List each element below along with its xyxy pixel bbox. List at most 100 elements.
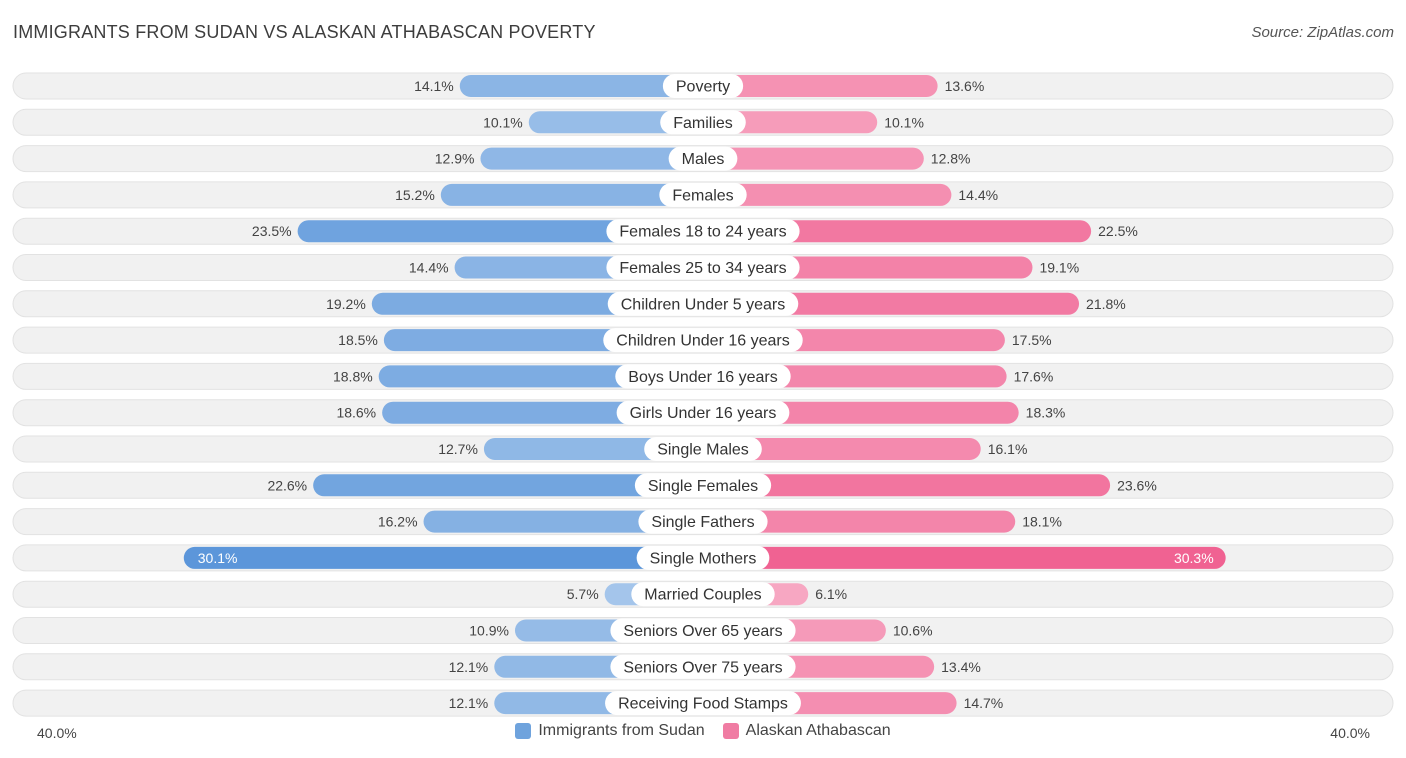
- bar-athabascan-females: [692, 183, 952, 206]
- category-pill: [616, 400, 790, 425]
- category-pill: [615, 364, 791, 389]
- legend: Immigrants from Sudan Alaskan Athabascan: [0, 722, 1406, 740]
- category-pill: [659, 182, 747, 207]
- row-girls-under-16-years: Girls Under 16 years 18.6% 18.3%: [12, 399, 1394, 427]
- bar-sudan-females: [440, 183, 714, 206]
- value-label-sudan-children-under-5-years: 19.2%: [326, 296, 366, 312]
- category-label-single-females: Single Females: [648, 478, 758, 495]
- value-label-athabascan-seniors-over-65-years: 10.6%: [893, 623, 933, 639]
- bar-sudan-poverty: [459, 75, 714, 97]
- row-single-males: Single Males 12.7% 16.1%: [12, 435, 1394, 463]
- category-label-girls-under-16-years: Girls Under 16 years: [630, 405, 777, 422]
- category-pill: [644, 437, 762, 461]
- value-label-sudan-single-fathers: 16.2%: [378, 514, 418, 530]
- bar-athabascan-single-males: [692, 438, 981, 460]
- category-pill: [660, 110, 746, 135]
- value-label-sudan-boys-under-16-years: 18.8%: [333, 368, 373, 384]
- category-label-receiving-food-stamps: Receiving Food Stamps: [618, 696, 788, 713]
- value-label-athabascan-poverty: 13.6%: [945, 78, 985, 94]
- row-single-females: Single Females 22.6% 23.6%: [12, 471, 1394, 499]
- row-females-18-to-24-years: Females 18 to 24 years 23.5% 22.5%: [12, 217, 1394, 245]
- value-label-athabascan-children-under-16-years: 17.5%: [1012, 332, 1052, 348]
- value-label-athabascan-seniors-over-75-years: 13.4%: [941, 659, 981, 675]
- row-males: Males 12.9% 12.8%: [12, 145, 1394, 173]
- value-label-athabascan-families: 10.1%: [884, 114, 924, 130]
- value-label-athabascan-single-males: 16.1%: [988, 441, 1028, 457]
- row-females: Females 15.2% 14.4%: [12, 181, 1394, 209]
- category-label-single-males: Single Males: [657, 442, 749, 459]
- row-single-mothers: Single Mothers 30.1% 30.3%: [12, 544, 1394, 572]
- category-label-married-couples: Married Couples: [644, 587, 761, 604]
- legend-label-sudan: Immigrants from Sudan: [538, 722, 705, 739]
- value-label-athabascan-married-couples: 6.1%: [815, 586, 847, 602]
- bar-athabascan-single-mothers: [692, 546, 1226, 569]
- category-pill: [668, 146, 738, 171]
- bar-athabascan-males: [692, 147, 924, 170]
- axis-left-label: 40.0%: [37, 725, 77, 741]
- legend-swatch-athabascan: [722, 723, 739, 739]
- value-label-athabascan-females: 14.4%: [958, 187, 998, 203]
- category-pill: [605, 691, 801, 716]
- value-label-sudan-males: 12.9%: [435, 151, 475, 167]
- value-label-sudan-females-18-to-24-years: 23.5%: [252, 223, 292, 239]
- category-pill: [634, 473, 772, 498]
- value-label-athabascan-children-under-5-years: 21.8%: [1086, 296, 1126, 312]
- value-label-sudan-single-males: 12.7%: [438, 441, 478, 457]
- value-label-sudan-families: 10.1%: [483, 114, 523, 130]
- bar-sudan-single-mothers: [183, 546, 714, 569]
- value-label-athabascan-single-mothers: 30.3%: [1174, 550, 1214, 566]
- legend-label-athabascan: Alaskan Athabascan: [745, 722, 891, 739]
- chart-title: IMMIGRANTS FROM SUDAN VS ALASKAN ATHABAS…: [13, 22, 596, 42]
- category-label-children-under-5-years: Children Under 5 years: [621, 296, 786, 313]
- value-label-sudan-single-mothers: 30.1%: [198, 550, 238, 566]
- bar-sudan-males: [480, 147, 714, 170]
- value-label-athabascan-single-females: 23.6%: [1117, 477, 1157, 493]
- category-pill: [606, 255, 800, 280]
- row-children-under-5-years: Children Under 5 years 19.2% 21.8%: [12, 290, 1394, 318]
- category-pill: [607, 291, 799, 316]
- category-pill: [606, 219, 800, 244]
- category-label-families: Families: [673, 115, 733, 132]
- category-label-males: Males: [682, 151, 725, 168]
- category-label-poverty: Poverty: [676, 79, 730, 96]
- category-pill: [638, 509, 768, 534]
- value-label-athabascan-girls-under-16-years: 18.3%: [1026, 405, 1066, 421]
- row-receiving-food-stamps: Receiving Food Stamps 12.1% 14.7%: [12, 689, 1394, 717]
- value-label-sudan-females: 15.2%: [395, 187, 435, 203]
- value-label-sudan-children-under-16-years: 18.5%: [338, 332, 378, 348]
- bar-sudan-single-females: [313, 474, 714, 497]
- category-label-females-25-to-34-years: Females 25 to 34 years: [619, 260, 786, 277]
- value-label-sudan-married-couples: 5.7%: [567, 586, 599, 602]
- value-label-sudan-females-25-to-34-years: 14.4%: [409, 260, 449, 276]
- legend-swatch-sudan: [515, 723, 532, 739]
- row-families: Families 10.1% 10.1%: [12, 108, 1394, 136]
- row-seniors-over-75-years: Seniors Over 75 years 12.1% 13.4%: [12, 653, 1394, 681]
- source-note: Source: ZipAtlas.com: [1251, 24, 1394, 41]
- value-label-sudan-seniors-over-75-years: 12.1%: [449, 659, 489, 675]
- category-label-females: Females: [672, 187, 733, 204]
- row-boys-under-16-years: Boys Under 16 years 18.8% 17.6%: [12, 362, 1394, 390]
- row-poverty: Poverty 14.1% 13.6%: [12, 72, 1394, 100]
- bar-athabascan-single-females: [692, 474, 1111, 497]
- category-label-seniors-over-75-years: Seniors Over 75 years: [623, 659, 782, 676]
- value-label-sudan-single-females: 22.6%: [267, 477, 307, 493]
- bar-athabascan-single-fathers: [692, 510, 1016, 533]
- category-pill: [631, 582, 775, 607]
- category-pill: [610, 618, 796, 643]
- row-seniors-over-65-years: Seniors Over 65 years 10.9% 10.6%: [12, 617, 1394, 644]
- category-label-single-fathers: Single Fathers: [651, 514, 754, 531]
- value-label-athabascan-single-fathers: 18.1%: [1022, 514, 1062, 530]
- axis-right-label: 40.0%: [1330, 725, 1370, 741]
- row-married-couples: Married Couples 5.7% 6.1%: [12, 580, 1394, 608]
- category-pill: [636, 545, 770, 570]
- value-label-sudan-receiving-food-stamps: 12.1%: [449, 695, 489, 711]
- value-label-athabascan-receiving-food-stamps: 14.7%: [964, 695, 1004, 711]
- category-label-boys-under-16-years: Boys Under 16 years: [628, 369, 777, 386]
- category-label-seniors-over-65-years: Seniors Over 65 years: [623, 623, 782, 640]
- legend-item-athabascan: Alaskan Athabascan: [722, 722, 891, 740]
- value-label-athabascan-males: 12.8%: [931, 151, 971, 167]
- value-label-sudan-poverty: 14.1%: [414, 78, 454, 94]
- category-pill: [603, 328, 803, 353]
- value-label-sudan-seniors-over-65-years: 10.9%: [469, 623, 509, 639]
